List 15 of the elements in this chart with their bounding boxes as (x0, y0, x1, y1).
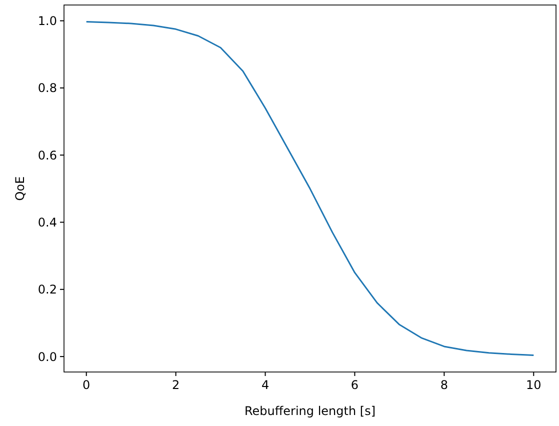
x-tick-label: 6 (350, 378, 359, 392)
y-tick-label: 0.8 (38, 81, 57, 96)
y-tick-label: 1.0 (38, 14, 57, 28)
y-axis-title: QoE (13, 176, 27, 201)
y-tick-label: 0.6 (38, 148, 57, 162)
x-axis-title: Rebuffering length [s] (244, 404, 376, 418)
x-tick-label: 4 (261, 378, 270, 392)
x-tick-label: 0 (82, 378, 90, 392)
x-tick-label: 8 (440, 378, 448, 392)
y-tick-label: 0.2 (38, 282, 57, 297)
x-tick-label: 2 (172, 378, 180, 392)
line-series (86, 21, 534, 356)
y-tick-label: 0.4 (38, 215, 57, 230)
x-tick-label: 10 (526, 378, 542, 392)
y-tick-label: 0.0 (38, 350, 57, 364)
